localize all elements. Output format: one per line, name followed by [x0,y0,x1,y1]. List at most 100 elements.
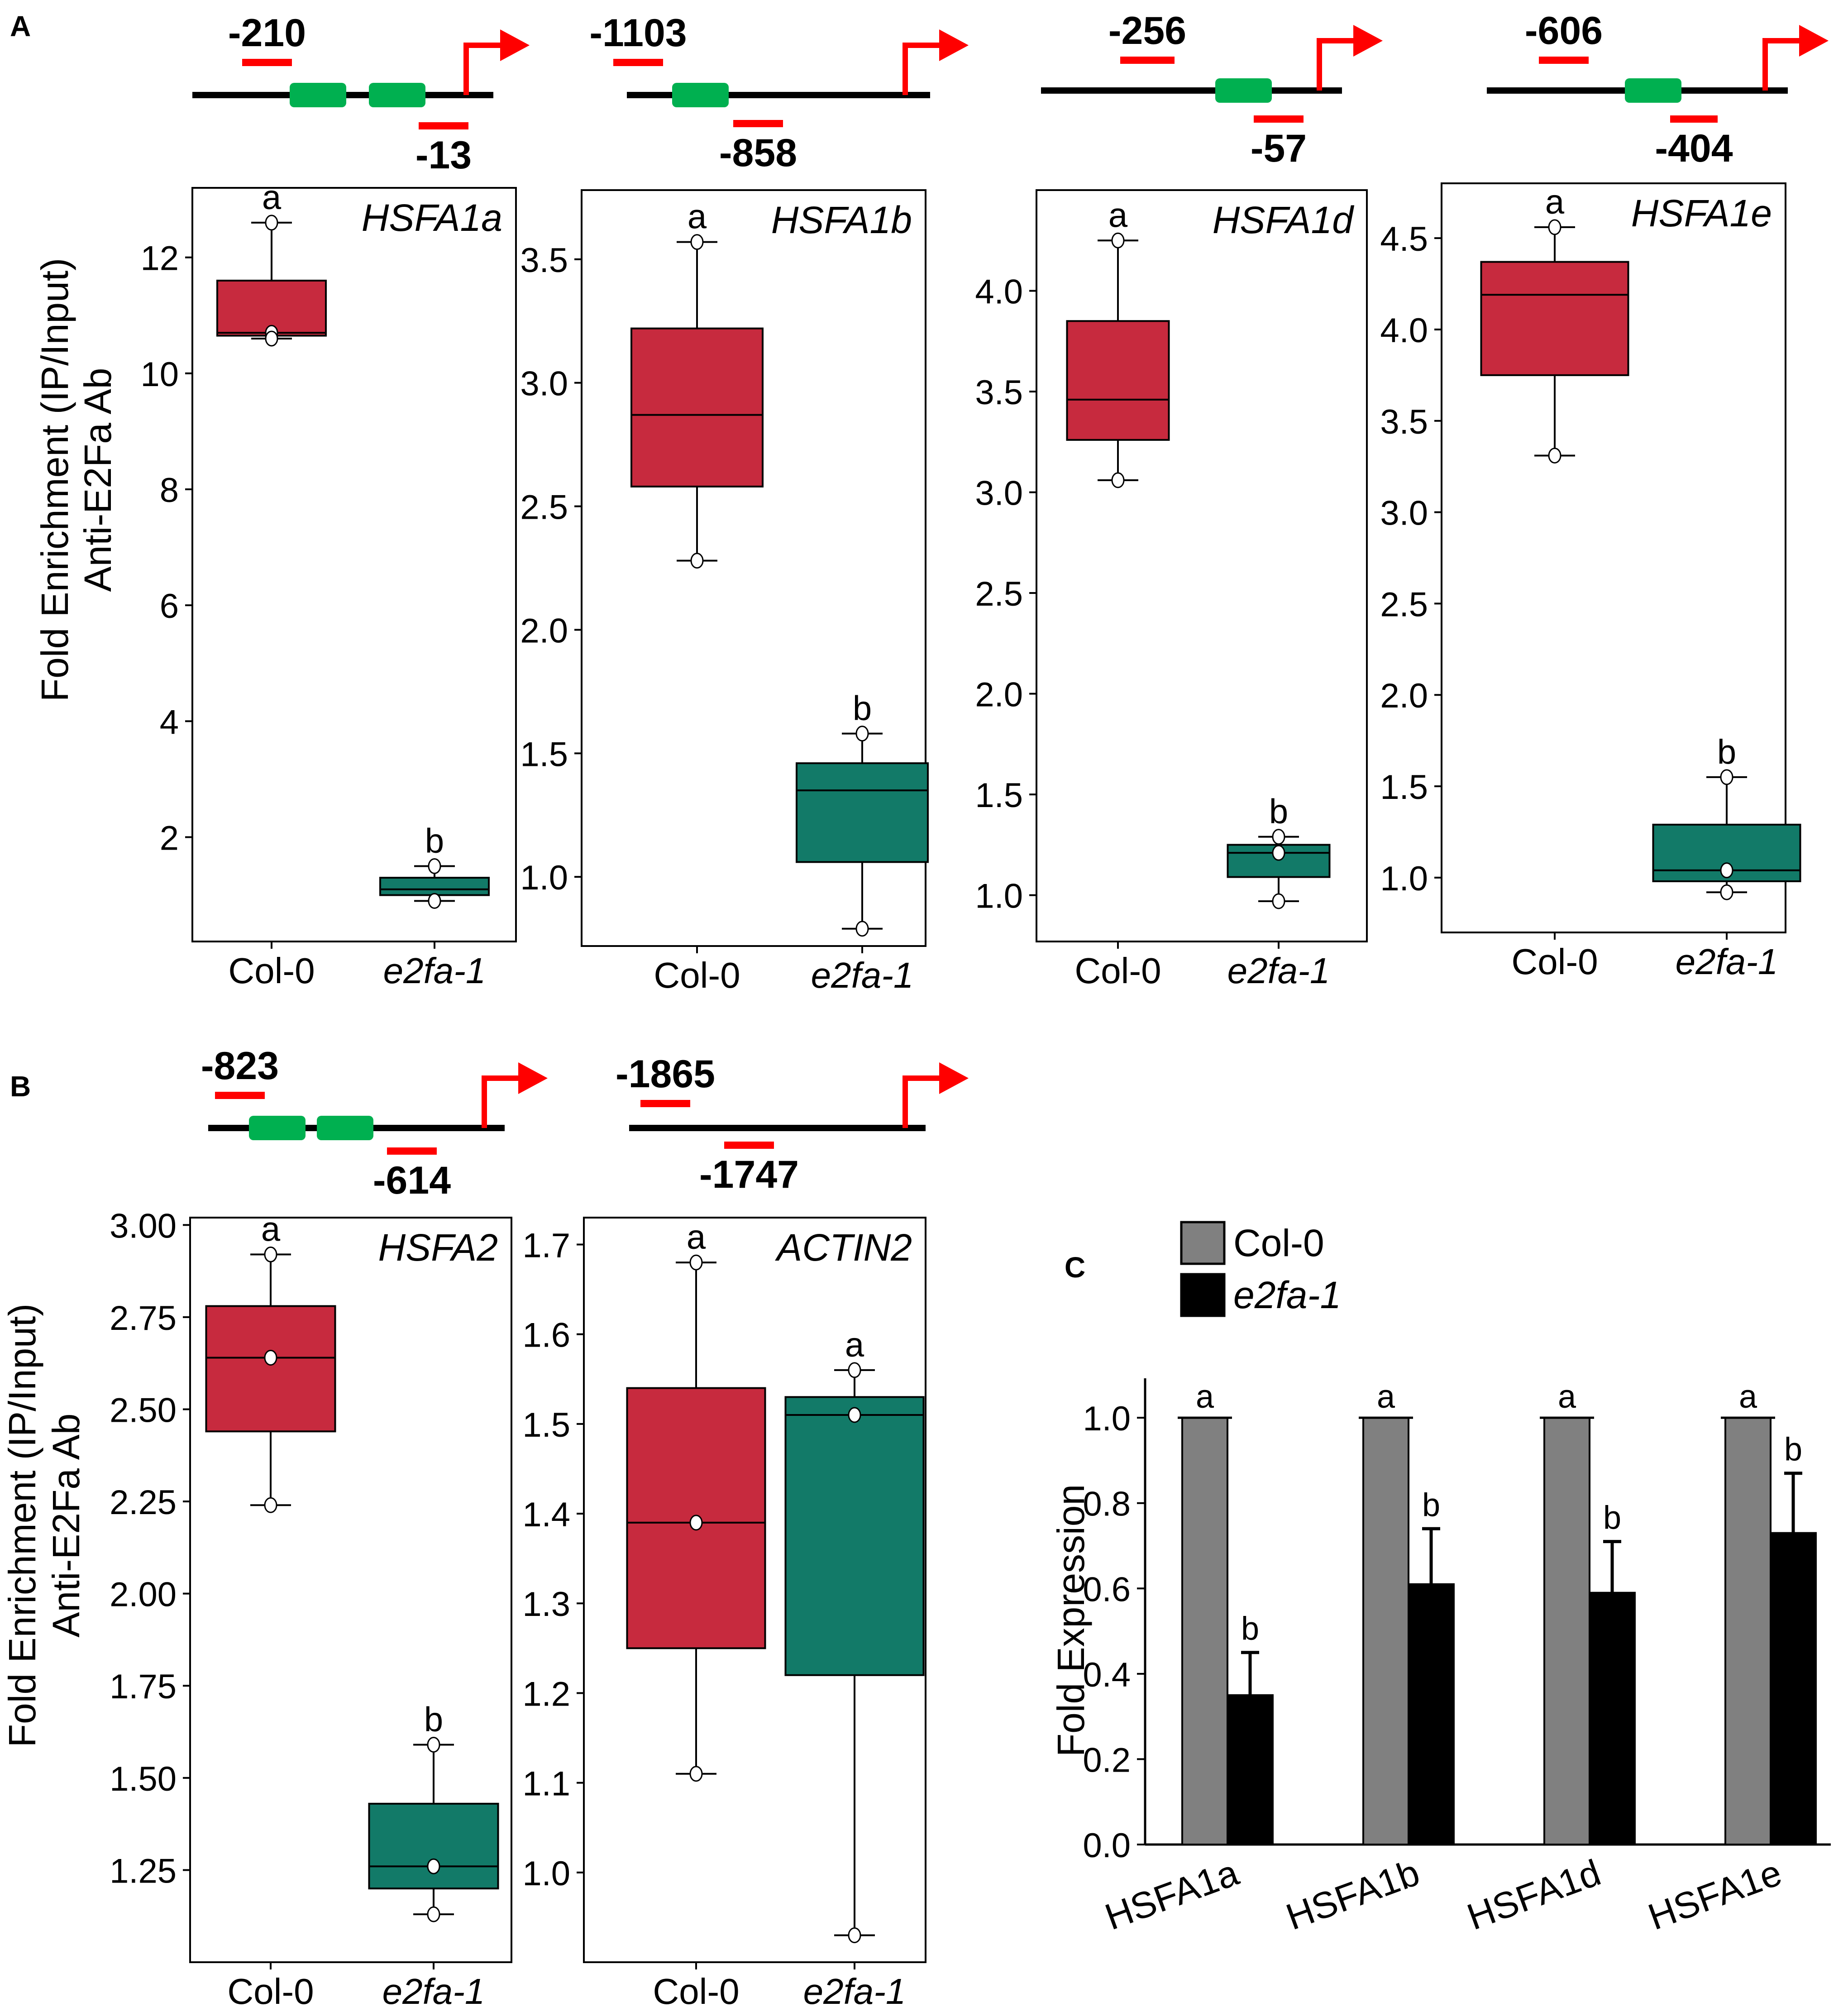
legend-swatch-e2fa1 [1180,1273,1226,1317]
y-tick-label: 3.5 [520,241,568,280]
y-tick-label: 1.3 [522,1585,570,1624]
y-axis-title: Fold Expression [1050,1484,1092,1757]
x-tick-label: HSFA1e [1643,1852,1787,1938]
tss-arrow-line [903,43,941,95]
bar-col0 [1181,1417,1228,1845]
x-tick-label: Col-0 [228,951,315,991]
y-tick-label: 1.5 [975,776,1023,815]
primer-downstream-label: -614 [373,1159,451,1202]
plot-frame [1036,189,1368,942]
primer-downstream [733,120,783,127]
significance-letter: a [262,178,282,217]
primer-downstream-label: -404 [1655,127,1733,170]
y-tick-label: 1.0 [1083,1400,1131,1438]
significance-letter: b [1603,1500,1621,1536]
significance-letter: a [688,198,707,236]
boxplot-hsfa1b: -1103 -858 HSFA1b 1.0 1.5 2.0 2.5 3.0 3.5 a Col-0 b… [520,11,969,995]
y-tick-label: 3.5 [1380,403,1428,441]
gene-title: HSFA1e [1631,192,1772,234]
primer-upstream-label: -256 [1108,9,1186,53]
primer-downstream-label: -858 [719,131,797,175]
box-col0 [1480,261,1629,376]
y-tick-label: 0.2 [1083,1741,1131,1779]
primer-upstream [1120,57,1175,64]
box-e2fa1 [379,877,490,896]
significance-letter: a [687,1218,706,1257]
y-tick-label: 1.0 [520,859,568,897]
primer-downstream-label: -13 [415,134,472,177]
primer-upstream-label: -210 [228,11,306,55]
data-point [689,1766,703,1782]
significance-letter: b [425,822,444,860]
y-tick-label: 1.0 [975,877,1023,916]
plot-frame [581,189,926,947]
gene-title: HSFA2 [378,1226,498,1269]
legend-swatch-col0 [1180,1221,1226,1265]
x-tick-label: HSFA1d [1462,1852,1606,1938]
significance-letter: a [845,1326,864,1364]
data-point [855,726,869,742]
primer-upstream [1539,57,1589,64]
data-point [1720,862,1733,879]
plot-frame [189,1217,512,1963]
y-tick-label: 2.5 [975,575,1023,613]
significance-letter: a [1545,183,1565,221]
data-point [1548,219,1561,235]
significance-letter: a [1196,1379,1214,1415]
y-tick-label: 1.7 [522,1226,570,1265]
y-tick-label: 0.0 [1083,1826,1131,1865]
x-tick-label: e2fa-1 [803,1971,906,2012]
data-point [427,1858,440,1874]
y-tick-label: 1.6 [522,1316,570,1355]
y-tick-label: 2.0 [975,676,1023,714]
significance-letter: a [1739,1379,1757,1415]
y-tick-label: 2.5 [520,488,568,527]
legend-label: e2fa-1 [1233,1274,1341,1316]
data-point [1548,447,1561,464]
data-point [855,921,869,937]
bar-e2fa1 [1589,1591,1636,1846]
bar-e2fa1 [1227,1694,1274,1845]
bar-col0 [1724,1417,1772,1845]
x-tick-label: Col-0 [1074,951,1161,991]
y-tick-label: 2.25 [110,1483,177,1522]
tss-arrowhead [939,29,969,61]
data-point [690,234,704,250]
primer-upstream-label: -1103 [589,11,687,55]
x-tick-label: Col-0 [227,1971,314,2012]
y-tick-label: 8 [160,471,179,510]
legend-label: Col-0 [1233,1222,1324,1264]
tss-arrow-line [1762,38,1801,91]
box-col0 [205,1305,336,1433]
data-point [848,1927,861,1944]
panel-label-a: A [10,10,31,43]
y-tick-label: 10 [140,355,179,394]
x-tick-label: Col-0 [1511,941,1598,982]
y-tick-label: 1.2 [522,1675,570,1713]
primer-upstream [215,1092,265,1099]
primer-upstream-label: -823 [201,1044,279,1088]
e2f-binding-site [317,1116,373,1140]
primer-upstream-label: -1865 [616,1052,715,1096]
primer-downstream [387,1147,437,1155]
tss-arrow-line [463,43,502,95]
y-tick-label: 4.0 [975,273,1023,311]
significance-letter: b [853,689,872,728]
e2f-binding-site [1625,78,1681,103]
y-tick-label: 0.4 [1083,1656,1131,1694]
gene-title: ACTIN2 [774,1226,912,1269]
data-point [1111,472,1125,488]
x-tick-label: e2fa-1 [1227,951,1330,991]
data-point [264,1497,277,1513]
y-tick-label: 2 [160,819,179,857]
panel-label-b: B [10,1070,31,1103]
e2f-binding-site [1215,78,1272,103]
y-tick-label: 1.0 [522,1854,570,1893]
data-point [848,1362,861,1378]
primer-upstream [613,59,663,66]
significance-letter: a [1108,196,1128,234]
boxplot-hsfa1d: -256 -57 HSFA1d 1.0 1.5 2.0 2.5 3.0 3.5 4.0 a Col-0… [975,9,1383,991]
bar-e2fa1 [1408,1583,1455,1846]
x-tick-label: e2fa-1 [1676,941,1778,982]
data-point [1720,769,1733,785]
